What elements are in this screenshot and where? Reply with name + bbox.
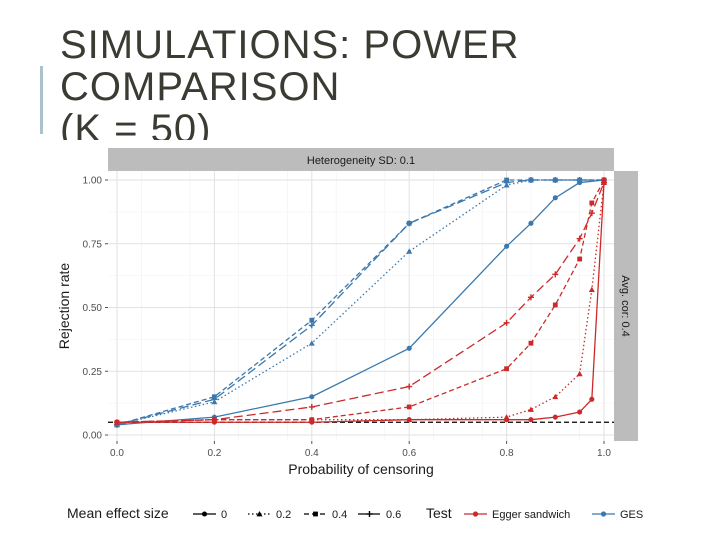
series-line-egger-effect-0-6 [116, 182, 605, 423]
legend-test-label: Egger sandwich [492, 509, 570, 521]
data-point-egger-effect-0-2 [576, 370, 583, 377]
y-tick-label: 0.50 [83, 303, 103, 314]
series-ges-effect-0-6 [114, 177, 607, 428]
data-point-ges-effect-0-2 [308, 340, 315, 346]
legend-effect-label: 0.2 [276, 509, 291, 521]
data-point-egger-effect-0-6 [588, 210, 595, 217]
data-point-egger-effect-0-6 [552, 271, 559, 278]
legend-title-test: Test [426, 505, 452, 521]
x-tick-label: 0.0 [110, 448, 124, 459]
x-tick-label: 0.8 [500, 448, 514, 459]
facet-strip-top [108, 148, 614, 171]
x-tick-label: 0.4 [305, 448, 319, 459]
data-point-egger-effect-0-2 [503, 414, 510, 420]
data-point-egger-effect-0-4 [504, 366, 509, 372]
y-axis-title: Rejection rate [56, 263, 72, 350]
slide-title-line-2: COMPARISON [60, 65, 341, 109]
data-point-ges-effect-0-4 [309, 317, 315, 323]
legend-test-marker [600, 511, 607, 517]
legend-test-label: GES [620, 509, 643, 521]
slide-title-line-3: (K = 50) [60, 107, 212, 140]
x-tick-label: 1.0 [597, 448, 611, 459]
y-tick-label: 0.25 [83, 367, 103, 378]
data-point-egger-effect-0-6 [114, 419, 120, 426]
series-egger-effect-0-6 [114, 179, 607, 426]
facet-strip-right [614, 171, 638, 441]
legend-test-marker [472, 511, 479, 517]
legend-effect-marker [201, 511, 208, 517]
data-point-egger-effect-0-2 [552, 393, 559, 400]
data-point-ges-effect-0 [504, 243, 510, 249]
data-point-egger-effect-0-6 [211, 416, 218, 423]
data-point-egger-effect-0 [552, 414, 558, 420]
data-point-ges-effect-0 [406, 345, 412, 351]
data-point-ges-effect-0-6 [576, 177, 583, 183]
legend-effect-marker [313, 511, 318, 517]
data-point-ges-effect-0-6 [406, 220, 413, 227]
legend-effect-label: 0 [221, 509, 227, 521]
series-line-egger-effect-0 [117, 182, 605, 423]
data-point-egger-effect-0-6 [576, 235, 583, 242]
plot-panel [108, 171, 614, 441]
series-line-egger-effect-0-4 [116, 179, 605, 423]
x-tick-label: 0.6 [402, 448, 416, 459]
legend-title-effect: Mean effect size [67, 505, 169, 521]
data-point-ges-effect-0-2 [406, 248, 413, 254]
data-point-egger-effect-0-2 [527, 406, 534, 412]
data-point-egger-effect-0-4 [528, 340, 534, 346]
data-point-ges-effect-0-6 [308, 322, 315, 329]
data-point-ges-effect-0 [528, 220, 534, 226]
data-point-egger-effect-0-6 [503, 319, 510, 326]
y-tick-label: 0.75 [83, 239, 103, 250]
data-point-egger-effect-0-6 [308, 403, 315, 410]
slide-title-line-1: SIMULATIONS: POWER [60, 24, 520, 67]
x-axis-title: Probability of censoring [288, 461, 434, 477]
data-point-egger-effect-0 [528, 417, 534, 423]
legend-effect-marker [256, 511, 263, 517]
data-point-egger-effect-0-4 [577, 256, 583, 262]
data-point-ges-effect-0 [552, 195, 558, 201]
data-point-egger-effect-0-2 [406, 416, 413, 423]
data-point-egger-effect-0-6 [527, 294, 534, 301]
data-point-ges-effect-0-6 [527, 177, 534, 183]
legend: Mean effect size 0 0.2 0.4 0.6 Test Egger sand… [67, 505, 643, 521]
legend-effect-label: 0.4 [332, 509, 347, 521]
data-point-ges-effect-0-6 [503, 179, 510, 186]
legend-effect-label: 0.6 [386, 509, 401, 521]
data-point-egger-effect-0 [577, 409, 583, 415]
y-tick-label: 0.00 [83, 431, 103, 442]
data-point-egger-effect-0 [589, 396, 595, 402]
y-tick-label: 1.00 [83, 176, 103, 187]
legend-effect-marker [366, 511, 373, 517]
title-accent-bar [40, 66, 43, 134]
data-point-egger-effect-0-2 [588, 286, 595, 293]
slide-title: SIMULATIONS: POWER COMPARISON (K = 50) [60, 24, 520, 140]
data-point-egger-effect-0-4 [589, 200, 595, 206]
data-point-ges-effect-0 [309, 394, 315, 400]
data-point-ges-effect-0-6 [211, 396, 218, 403]
data-point-egger-effect-0-4 [309, 417, 315, 423]
facet-label-top: Heterogeneity SD: 0.1 [307, 155, 415, 167]
data-point-ges-effect-0-6 [552, 177, 559, 183]
facet-label-right: Avg. cor: 0.4 [619, 275, 631, 337]
data-point-egger-effect-0-4 [406, 404, 412, 410]
data-point-egger-effect-0-6 [601, 179, 607, 186]
data-point-egger-effect-0-6 [406, 383, 413, 390]
x-tick-label: 0.2 [207, 448, 221, 459]
data-point-egger-effect-0-4 [552, 302, 558, 308]
